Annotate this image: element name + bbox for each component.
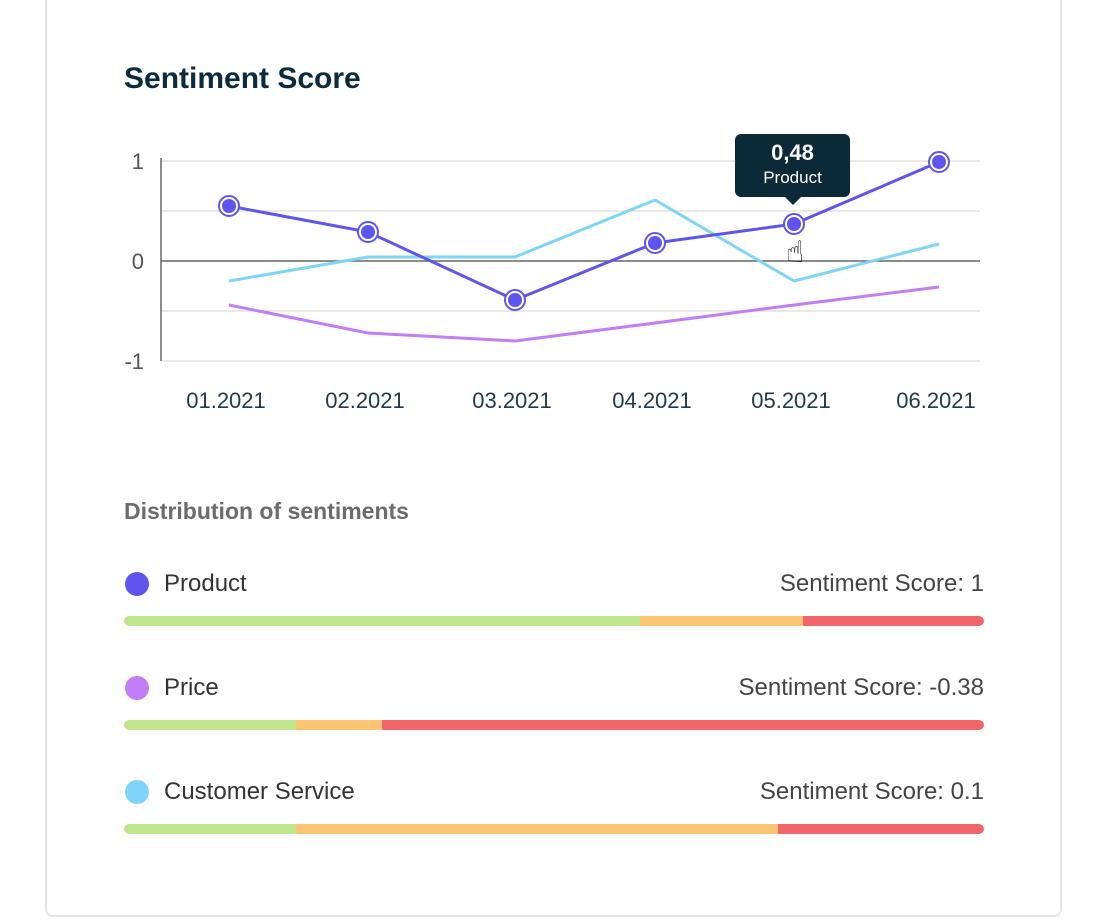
product-label: Product [164,570,247,597]
data-point-dot [361,225,375,239]
chart-title: Sentiment Score [124,62,361,95]
sentiment-line-chart: 1 0 -1 01.2021 02.2021 03.2021 04.2021 05.2021… [124,149,980,413]
product-score: Sentiment Score: 1 [779,570,984,597]
positive-segment [124,616,640,626]
distribution-title: Distribution of sentiments [124,498,409,524]
customer-service-label: Customer Service [164,778,355,805]
neutral-segment [296,720,382,730]
x-tick-label: 06.2021 [896,388,976,413]
price-score: Sentiment Score: -0.38 [738,674,984,701]
x-tick-label: 01.2021 [186,388,266,413]
series-lines [228,160,940,343]
data-point [504,289,526,311]
y-tick-label: 1 [132,149,144,174]
data-point-dot [508,293,522,307]
hand-cursor-icon: ☝ [786,236,804,269]
data-point [644,232,666,254]
sentiment-card [45,0,1062,917]
y-tick-label: 0 [132,249,144,274]
data-point [783,213,805,235]
data-point-dot [932,155,946,169]
data-point-dot [787,217,801,231]
y-axis-ticks: 1 0 -1 [124,149,144,374]
positive-segment [124,720,296,730]
tooltip-value: 0,48 [771,140,814,165]
customer-service-score: Sentiment Score: 0.1 [759,778,984,805]
price-label: Price [164,674,219,701]
neutral-segment [640,616,804,626]
negative-segment [382,720,984,730]
product-legend-dot [125,572,149,596]
price-distribution-bar [124,720,984,730]
data-point-dot [222,199,236,213]
price-legend-dot [125,676,149,700]
x-tick-label: 04.2021 [612,388,692,413]
series-line-price [228,285,940,343]
data-point [928,151,950,173]
tooltip-label: Product [763,168,822,187]
x-tick-label: 03.2021 [472,388,552,413]
x-tick-label: 05.2021 [751,388,831,413]
tooltip-arrow [785,197,801,205]
customer-service-legend-dot [125,780,149,804]
negative-segment [803,616,984,626]
positive-segment [124,824,296,834]
customer-service-distribution-bar [124,824,984,834]
x-tick-label: 02.2021 [325,388,405,413]
hand-cursor-glyph: ☝ [786,236,804,269]
neutral-segment [296,824,778,834]
x-axis-ticks: 01.2021 02.2021 03.2021 04.2021 05.2021 06.20… [186,388,976,413]
data-point [218,195,240,217]
y-tick-label: -1 [124,349,144,374]
product-distribution-bar [124,616,984,626]
series-line-customer-service [228,198,940,283]
negative-segment [777,824,984,834]
chart-tooltip: 0,48 Product [735,134,850,205]
data-point [357,221,379,243]
series-line-product [228,160,940,302]
data-point-dot [648,236,662,250]
chart-grid [160,158,980,362]
series-points [218,151,950,311]
